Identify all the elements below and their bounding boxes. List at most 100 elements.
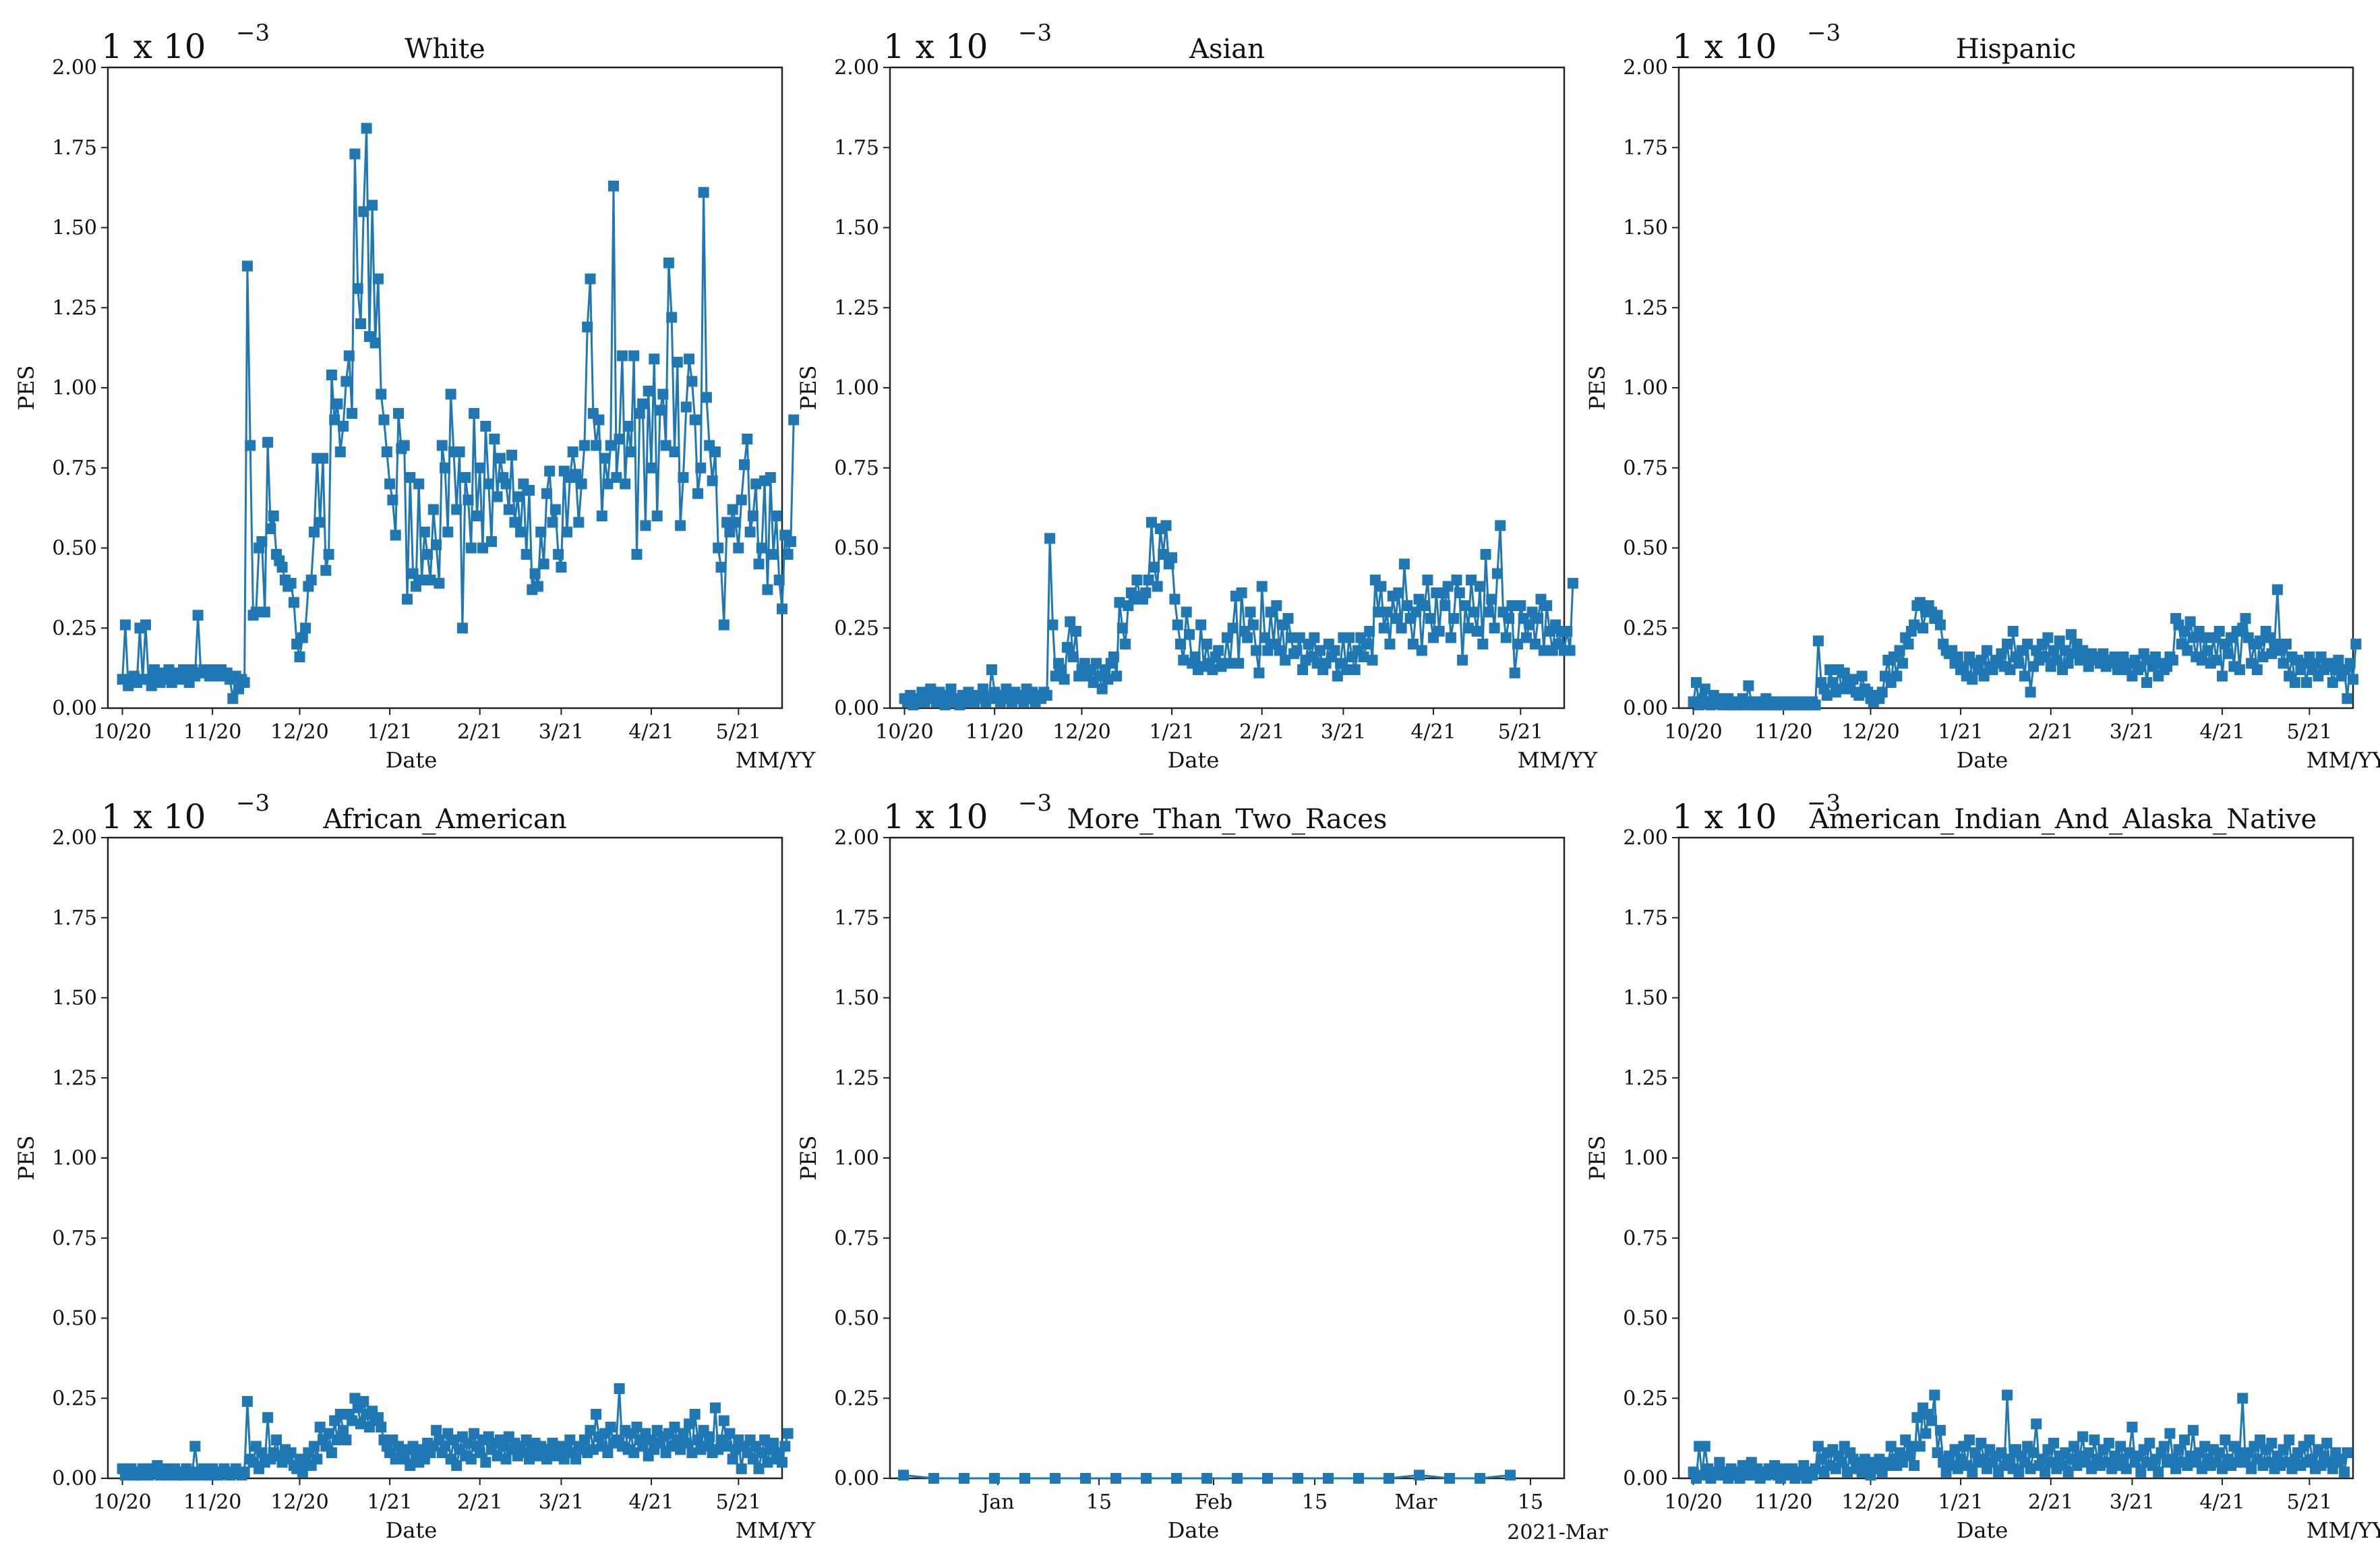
data-point bbox=[1422, 575, 1433, 585]
y-tick-label: 0.25 bbox=[834, 616, 879, 640]
data-point bbox=[768, 1437, 779, 1449]
data-point bbox=[704, 1431, 715, 1443]
data-point bbox=[777, 603, 787, 614]
y-tick-label: 1.25 bbox=[52, 296, 97, 320]
data-point bbox=[1515, 600, 1526, 611]
data-point bbox=[1158, 549, 1169, 560]
data-point bbox=[318, 453, 328, 464]
data-point bbox=[666, 312, 678, 323]
data-point bbox=[384, 478, 396, 490]
y-tick-label: 1.25 bbox=[1623, 1066, 1668, 1090]
data-point bbox=[1538, 645, 1549, 656]
data-point bbox=[500, 478, 512, 490]
y-axis-label: PES bbox=[1584, 1136, 1610, 1181]
data-point bbox=[727, 504, 738, 515]
data-point bbox=[451, 1460, 463, 1471]
data-point bbox=[427, 504, 439, 515]
data-point bbox=[616, 350, 628, 361]
y-tick-label: 1.75 bbox=[834, 906, 879, 930]
data-point bbox=[544, 465, 556, 477]
chart-panel-3: 0.00 0.25 0.50 0.75 1.00 1.25 1.50 1.75 2.00 10/2… bbox=[1584, 20, 2380, 773]
data-point bbox=[1143, 575, 1154, 585]
data-point bbox=[425, 575, 436, 585]
data-point bbox=[646, 1434, 657, 1445]
data-point bbox=[2266, 1437, 2278, 1449]
data-point bbox=[2182, 645, 2193, 656]
y-tick-label: 2.00 bbox=[52, 826, 97, 850]
data-point bbox=[2237, 1393, 2249, 1404]
chart-title: African_American bbox=[322, 804, 566, 835]
data-point bbox=[1462, 622, 1474, 634]
data-point bbox=[678, 1428, 689, 1439]
x-tick-label: 12/20 bbox=[1052, 720, 1110, 744]
data-point bbox=[2002, 1389, 2013, 1401]
data-point bbox=[1934, 1424, 1946, 1436]
data-point bbox=[1810, 1463, 1821, 1474]
data-point bbox=[297, 1466, 308, 1478]
data-point bbox=[945, 683, 957, 695]
data-point bbox=[602, 1447, 614, 1458]
data-point bbox=[777, 1457, 787, 1468]
data-point bbox=[477, 542, 488, 554]
y-tick-label: 1.75 bbox=[834, 136, 879, 160]
data-point bbox=[381, 446, 392, 457]
data-point bbox=[637, 1441, 649, 1452]
data-point bbox=[742, 434, 753, 444]
data-point bbox=[1282, 613, 1294, 624]
x-tick-label: 3/21 bbox=[1321, 720, 1366, 744]
data-point bbox=[390, 529, 401, 541]
data-point bbox=[405, 1460, 416, 1471]
data-point bbox=[1964, 1434, 1975, 1445]
y-tick-label: 1.25 bbox=[52, 1066, 97, 1090]
data-point bbox=[2054, 635, 2065, 647]
data-point bbox=[1373, 606, 1384, 618]
data-point bbox=[602, 478, 614, 490]
data-point bbox=[541, 488, 552, 499]
data-point bbox=[628, 1447, 640, 1458]
x-tick-label: 1/21 bbox=[1149, 720, 1194, 744]
x-tick-label: 15 bbox=[1086, 1490, 1112, 1514]
data-point bbox=[727, 1453, 738, 1465]
data-point bbox=[1378, 622, 1390, 634]
y-tick-label: 1.50 bbox=[834, 987, 879, 1010]
data-point bbox=[323, 1428, 334, 1439]
data-point bbox=[2344, 658, 2356, 669]
data-point bbox=[334, 446, 346, 457]
scale-multiplier-exponent: −3 bbox=[1807, 790, 1841, 817]
data-point bbox=[1309, 632, 1320, 643]
data-point bbox=[2144, 1437, 2155, 1449]
y-tick-label: 1.00 bbox=[834, 1147, 879, 1170]
data-point bbox=[1952, 651, 1963, 662]
data-point bbox=[1047, 619, 1059, 631]
data-point bbox=[1842, 1466, 1853, 1478]
data-point bbox=[591, 440, 602, 451]
data-point bbox=[2002, 639, 2013, 649]
data-point bbox=[553, 549, 564, 560]
x-tick-label: 10/20 bbox=[1664, 720, 1722, 744]
scale-multiplier: 1 x 10 bbox=[1672, 797, 1777, 836]
x-axis-label: Date bbox=[1957, 1517, 2009, 1543]
data-point bbox=[692, 1434, 703, 1445]
data-point bbox=[1489, 622, 1500, 634]
x-unit-label: MM/YY bbox=[1518, 747, 1598, 773]
data-point bbox=[730, 517, 741, 528]
data-point bbox=[1171, 1473, 1182, 1484]
data-point bbox=[2213, 1447, 2225, 1458]
data-point bbox=[1271, 600, 1282, 611]
data-point bbox=[471, 511, 483, 521]
data-point bbox=[338, 1424, 349, 1436]
data-point bbox=[355, 318, 366, 329]
data-point bbox=[1495, 520, 1506, 531]
data-point bbox=[2240, 613, 2251, 624]
data-point bbox=[2315, 1460, 2327, 1471]
data-point bbox=[614, 1383, 625, 1394]
data-point bbox=[1929, 1389, 1940, 1401]
data-point bbox=[2036, 1453, 2048, 1465]
y-tick-label: 2.00 bbox=[1623, 826, 1668, 850]
data-point bbox=[250, 606, 262, 618]
data-point bbox=[2187, 1424, 2199, 1436]
plot-frame bbox=[1677, 66, 2354, 709]
x-tick-label: 15 bbox=[1302, 1490, 1328, 1514]
data-point bbox=[2124, 1447, 2135, 1458]
